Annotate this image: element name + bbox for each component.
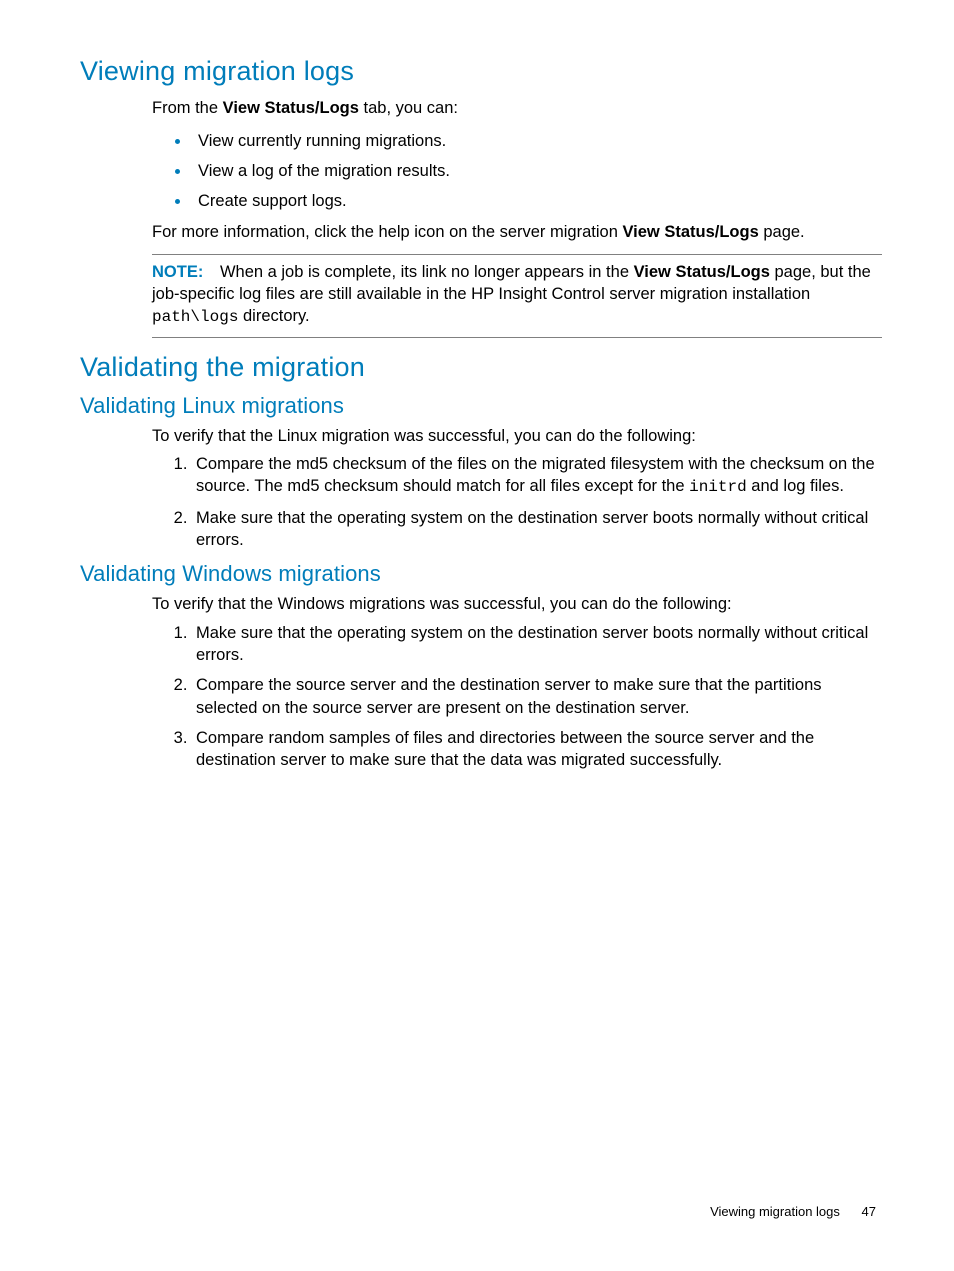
list-item: Compare the md5 checksum of the files on… [192, 453, 882, 499]
text: tab, you can: [359, 99, 458, 117]
section1-after: For more information, click the help ico… [152, 221, 882, 243]
list-item: View a log of the migration results. [192, 155, 882, 185]
windows-intro: To verify that the Windows migrations wa… [152, 593, 882, 615]
heading-viewing-migration-logs: Viewing migration logs [80, 56, 882, 87]
list-item: Create support logs. [192, 185, 882, 215]
section1-bullet-list: View currently running migrations. View … [166, 125, 882, 215]
text: directory. [238, 307, 309, 325]
text: and log files. [747, 477, 844, 495]
text: For more information, click the help ico… [152, 223, 622, 241]
note-text: NOTE: When a job is complete, its link n… [152, 261, 882, 329]
windows-body: To verify that the Windows migrations wa… [152, 593, 882, 771]
page-footer: Viewing migration logs 47 [710, 1204, 876, 1219]
section1-body: From the View Status/Logs tab, you can: … [152, 97, 882, 338]
linux-intro: To verify that the Linux migration was s… [152, 425, 882, 447]
bold-text: View Status/Logs [223, 99, 359, 117]
heading-validating-migration: Validating the migration [80, 352, 882, 383]
note-box: NOTE: When a job is complete, its link n… [152, 254, 882, 338]
list-item: View currently running migrations. [192, 125, 882, 155]
list-item: Make sure that the operating system on t… [192, 622, 882, 667]
page-number: 47 [862, 1204, 876, 1219]
linux-steps: Compare the md5 checksum of the files on… [160, 453, 882, 551]
list-item: Compare the source server and the destin… [192, 674, 882, 719]
footer-title: Viewing migration logs [710, 1204, 840, 1219]
list-item: Make sure that the operating system on t… [192, 507, 882, 552]
text: From the [152, 99, 223, 117]
linux-body: To verify that the Linux migration was s… [152, 425, 882, 552]
page-content: Viewing migration logs From the View Sta… [0, 0, 954, 819]
mono-text: path\logs [152, 308, 238, 326]
text: page. [759, 223, 805, 241]
heading-validating-windows: Validating Windows migrations [80, 561, 882, 587]
text: When a job is complete, its link no long… [220, 263, 634, 281]
heading-validating-linux: Validating Linux migrations [80, 393, 882, 419]
mono-text: initrd [689, 478, 747, 496]
bold-text: View Status/Logs [634, 263, 770, 281]
note-label: NOTE: [152, 263, 203, 281]
section1-intro: From the View Status/Logs tab, you can: [152, 97, 882, 119]
windows-steps: Make sure that the operating system on t… [160, 622, 882, 772]
list-item: Compare random samples of files and dire… [192, 727, 882, 772]
bold-text: View Status/Logs [622, 223, 758, 241]
